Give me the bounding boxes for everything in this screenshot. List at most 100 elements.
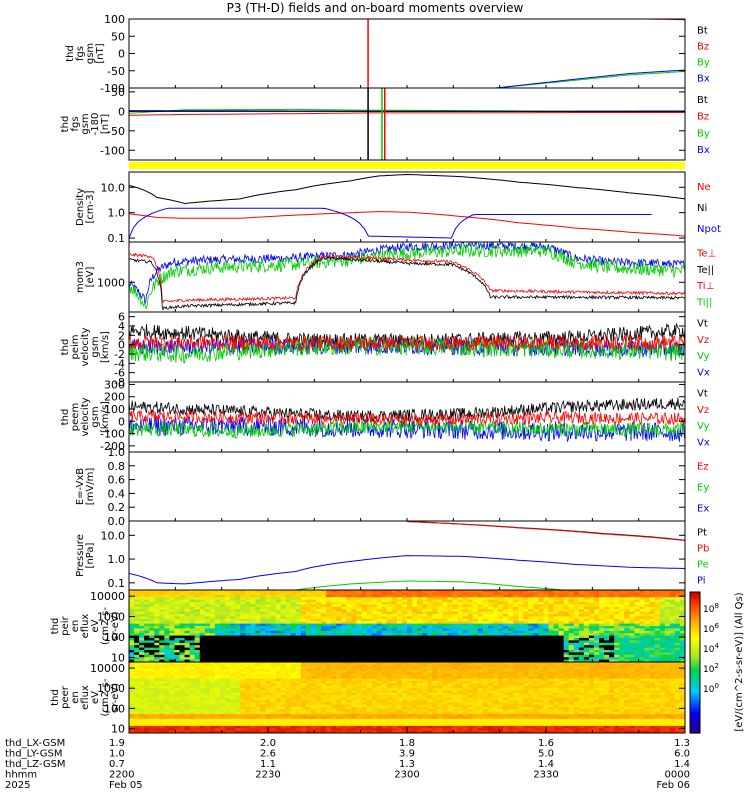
panel-2-data [129, 173, 685, 239]
y-axis-label: thd [50, 689, 61, 706]
x-tick-value: 1.1 [260, 759, 276, 770]
y-axis-label: peim [70, 334, 81, 359]
x-tick-value: 2200 [109, 770, 134, 781]
panel-frame [128, 451, 686, 522]
y-tick-label: 0.2 [108, 501, 126, 514]
y-tick-label: -100 [100, 144, 125, 157]
y-axis-label: thd [60, 339, 71, 356]
y-tick-label: 0.1 [108, 577, 126, 590]
series-Ni-line [129, 173, 685, 205]
y-tick-label: 0.4 [108, 487, 126, 500]
series-Vz-line [129, 333, 685, 352]
y-axis-label: peer [60, 685, 71, 709]
legend-Vz: Vz [697, 335, 709, 346]
y-tick-label: 300 [104, 378, 125, 391]
y-axis-label: thd [60, 116, 71, 133]
series-Pt-line [406, 521, 685, 541]
y-tick-label: 200 [104, 391, 125, 404]
legend-Te: Te⊥ [696, 249, 716, 260]
y-axis-label: [eV] [85, 267, 96, 288]
y-tick-label: 4 [118, 320, 125, 333]
legend-Ne: Ne [697, 182, 711, 193]
y-tick-label: 50 [111, 30, 125, 43]
panel-0 [128, 18, 686, 89]
y-axis-label: en [70, 620, 81, 633]
legend-Bx: Bx [697, 145, 710, 156]
y-axis-label: thd [60, 409, 71, 426]
y-axis-label: (cm2-s- [100, 607, 111, 645]
panel-3-data [129, 242, 685, 311]
legend-Ez: Ez [697, 462, 709, 473]
panel-5 [128, 381, 686, 453]
series-Te-line [129, 252, 685, 303]
y-tick-label: 0 [118, 48, 125, 61]
series-Vt-line [129, 397, 685, 423]
x-tick-value: 2300 [394, 770, 419, 781]
series-Te-line [129, 256, 685, 311]
y-axis-label: E=-VxB [75, 468, 86, 505]
y-tick-label: 10.0 [101, 529, 126, 542]
legend-Vt: Vt [697, 319, 708, 330]
spectrogram-8 [129, 590, 685, 662]
y-axis-label: gsm [80, 113, 91, 134]
spectrogram-9 [129, 662, 685, 733]
series-Pb-line [406, 521, 685, 542]
x-axis-label: 2025 [5, 780, 30, 791]
y-axis-label: thd [65, 45, 76, 62]
series-Ti-line [129, 243, 685, 310]
y-axis-label: peir [60, 615, 71, 635]
y-tick-label: 1000 [97, 682, 125, 695]
colorbar-tick-label: 108 [703, 602, 719, 615]
y-tick-label: 100 [104, 702, 125, 715]
series-Ti-line [129, 242, 685, 306]
panel-frame [128, 87, 686, 161]
y-axis-label: eflux [80, 614, 91, 639]
panel-4-data [129, 322, 685, 364]
y-axis-label: peem [70, 403, 81, 431]
panel-2 [128, 171, 686, 243]
x-tick-value: 1.4 [538, 759, 554, 770]
y-tick-label: 0.0 [108, 515, 126, 528]
legend-Te: Te|| [696, 265, 714, 276]
series-Bx-line [495, 69, 685, 88]
x-axis-label: thd_LY-GSM [5, 749, 62, 760]
panel-7-data [129, 521, 685, 590]
y-tick-label: -100 [100, 428, 125, 441]
series-Npot-line [129, 207, 652, 239]
y-tick-label: 100 [104, 403, 125, 416]
series-Pe-line [288, 580, 569, 590]
panel-1 [128, 87, 686, 161]
y-axis-label: [mV/m] [85, 468, 96, 506]
y-axis-label: fgs [70, 116, 81, 131]
legend-Pt: Pt [697, 527, 707, 538]
y-axis-label: (cm2-s- [100, 678, 111, 716]
x-tick-value: 2330 [533, 770, 558, 781]
x-tick-value: 1.6 [538, 738, 554, 749]
y-axis-label: gsm [85, 43, 96, 64]
legend-Vt: Vt [697, 389, 708, 400]
y-tick-label: 1000 [97, 611, 125, 624]
y-axis-label: thd [50, 618, 61, 635]
y-tick-label: 1.0 [108, 553, 126, 566]
y-tick-label: 100 [104, 13, 125, 26]
y-tick-label: -6 [114, 367, 125, 380]
y-tick-label: -2 [114, 348, 125, 361]
series-Bz-line [129, 112, 685, 116]
legend-Vy: Vy [697, 351, 710, 362]
y-axis-label: sr-eV) [110, 611, 121, 640]
y-axis-label: Pressure [75, 534, 86, 577]
legend-Pe: Pe [697, 560, 709, 571]
y-tick-label: 10000 [90, 662, 125, 675]
y-axis-label: eV [90, 691, 101, 704]
y-tick-label: -4 [114, 357, 125, 370]
legend-Bz: Bz [697, 41, 709, 52]
y-tick-label: 0 [118, 105, 125, 118]
y-tick-label: -8 [114, 376, 125, 389]
y-tick-label: 1.0 [108, 446, 126, 459]
y-axis-label: velocity [80, 327, 91, 366]
x-tick-value: 1.3 [674, 738, 690, 749]
legend-Ex: Ex [697, 503, 709, 514]
chart-title: P3 (TH-D) fields and on-board moments ov… [226, 1, 524, 15]
x-tick-value: 1.9 [109, 738, 125, 749]
y-axis-label: [nT] [100, 114, 111, 134]
